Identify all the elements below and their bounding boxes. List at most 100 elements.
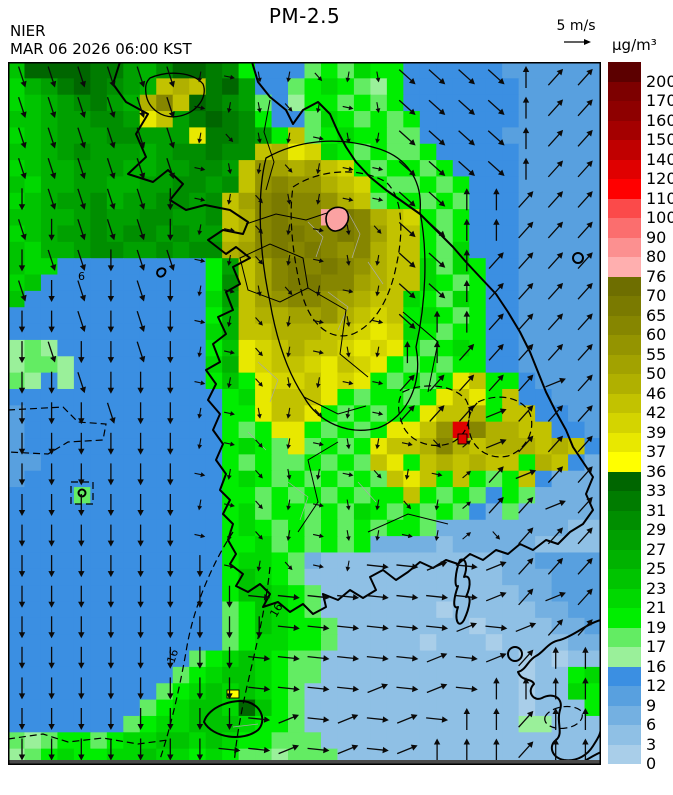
red-hotspot xyxy=(457,433,468,445)
grid-cell xyxy=(8,552,26,570)
wind-arrow xyxy=(224,502,235,508)
grid-cell xyxy=(123,127,141,145)
province-boundaries xyxy=(239,99,449,533)
grid-cell xyxy=(403,388,421,406)
grid-cell xyxy=(255,634,273,652)
colorbar-tick-label: 150 xyxy=(646,130,673,149)
wind-arrow xyxy=(78,677,85,700)
grid-cell xyxy=(469,650,487,668)
grid-cell xyxy=(222,62,240,79)
grid-cell xyxy=(386,732,404,750)
grid-cell xyxy=(123,683,141,701)
grid-cell xyxy=(205,176,223,194)
grid-cell xyxy=(403,585,421,603)
grid-cell xyxy=(452,192,470,210)
wind-arrow xyxy=(194,166,206,172)
wind-arrow xyxy=(398,160,416,177)
grid-cell xyxy=(238,634,256,652)
grid-cell xyxy=(452,339,470,357)
grid-cell xyxy=(139,634,157,652)
grid-cell xyxy=(288,585,306,603)
grid-cell xyxy=(156,519,174,537)
grid-cell xyxy=(172,290,190,308)
grid-cell xyxy=(222,601,240,619)
wind-arrow xyxy=(582,677,589,700)
grid-cell xyxy=(568,732,586,750)
grid-cell xyxy=(551,143,569,161)
wind-arrow xyxy=(547,282,564,300)
grid-cell xyxy=(172,699,190,717)
grid-cell xyxy=(584,585,601,603)
grid-cell xyxy=(403,438,421,455)
wind-arrow xyxy=(398,313,416,329)
grid-cell xyxy=(386,634,404,652)
wind-arrow xyxy=(366,746,389,754)
grid-cell xyxy=(320,634,339,652)
wind-arrow xyxy=(428,99,446,115)
grid-cell xyxy=(403,470,421,488)
grid-cell xyxy=(90,617,108,635)
contour-value-label: 16 xyxy=(267,601,285,620)
wind-arrow xyxy=(545,500,566,510)
grid-cell xyxy=(156,241,174,259)
grid-cell xyxy=(189,683,207,701)
grid-cell xyxy=(139,666,157,684)
grid-cell xyxy=(551,111,569,128)
wind-arrow xyxy=(48,280,55,302)
grid-cell xyxy=(40,699,59,717)
grid-cell xyxy=(320,143,339,161)
grid-cell xyxy=(57,356,75,374)
grid-cell xyxy=(205,111,223,128)
grid-cell xyxy=(288,372,306,390)
grid-cell xyxy=(568,339,586,357)
contour-value-label: 6 xyxy=(78,270,85,283)
colorbar-cell xyxy=(608,62,641,82)
grid-cell xyxy=(502,601,520,619)
wind-arrow xyxy=(404,468,410,480)
grid-cell xyxy=(24,94,42,112)
grid-cell xyxy=(222,650,240,668)
grid-cell xyxy=(568,634,586,652)
wind-arrow xyxy=(313,441,324,447)
grid-cell xyxy=(485,143,503,161)
wind-arrow xyxy=(428,130,446,146)
grid-cell xyxy=(419,585,437,603)
grid-cell xyxy=(436,487,454,505)
wind-arrow xyxy=(396,714,418,724)
wind-arrow xyxy=(313,502,324,508)
grid-cell xyxy=(304,78,322,96)
wind-arrow xyxy=(48,432,55,455)
grid-cell xyxy=(238,290,256,308)
wind-arrow xyxy=(106,219,116,241)
unit-label: µg/m³ xyxy=(612,36,657,54)
grid-cell xyxy=(73,519,91,537)
grid-cell xyxy=(469,438,487,455)
colorbar-tick-label: 200 xyxy=(646,71,673,91)
wind-arrow xyxy=(286,407,291,419)
grid-cell xyxy=(320,388,339,406)
grid-cell xyxy=(584,421,601,439)
grid-cell xyxy=(535,160,553,178)
grid-cell xyxy=(353,62,371,79)
grid-cell xyxy=(502,715,520,733)
grid-cell xyxy=(485,209,503,227)
grid-cell xyxy=(584,94,601,112)
wind-arrow xyxy=(255,347,263,357)
grid-cell xyxy=(353,405,371,423)
grid-cell xyxy=(73,388,91,406)
grid-cell xyxy=(24,241,42,259)
grid-cell xyxy=(386,666,404,684)
grid-cell xyxy=(584,683,601,701)
grid-cell xyxy=(205,143,223,161)
grid-cell xyxy=(337,143,355,161)
wind-arrow xyxy=(286,377,292,389)
grid-cell xyxy=(189,666,207,684)
wind-arrow xyxy=(286,316,291,328)
grid-cell xyxy=(123,323,141,341)
grid-cell xyxy=(304,258,322,276)
grid-cell xyxy=(90,127,108,145)
grid-cell xyxy=(24,568,42,586)
colorbar-cell xyxy=(608,315,641,335)
grid-cell xyxy=(8,487,26,505)
